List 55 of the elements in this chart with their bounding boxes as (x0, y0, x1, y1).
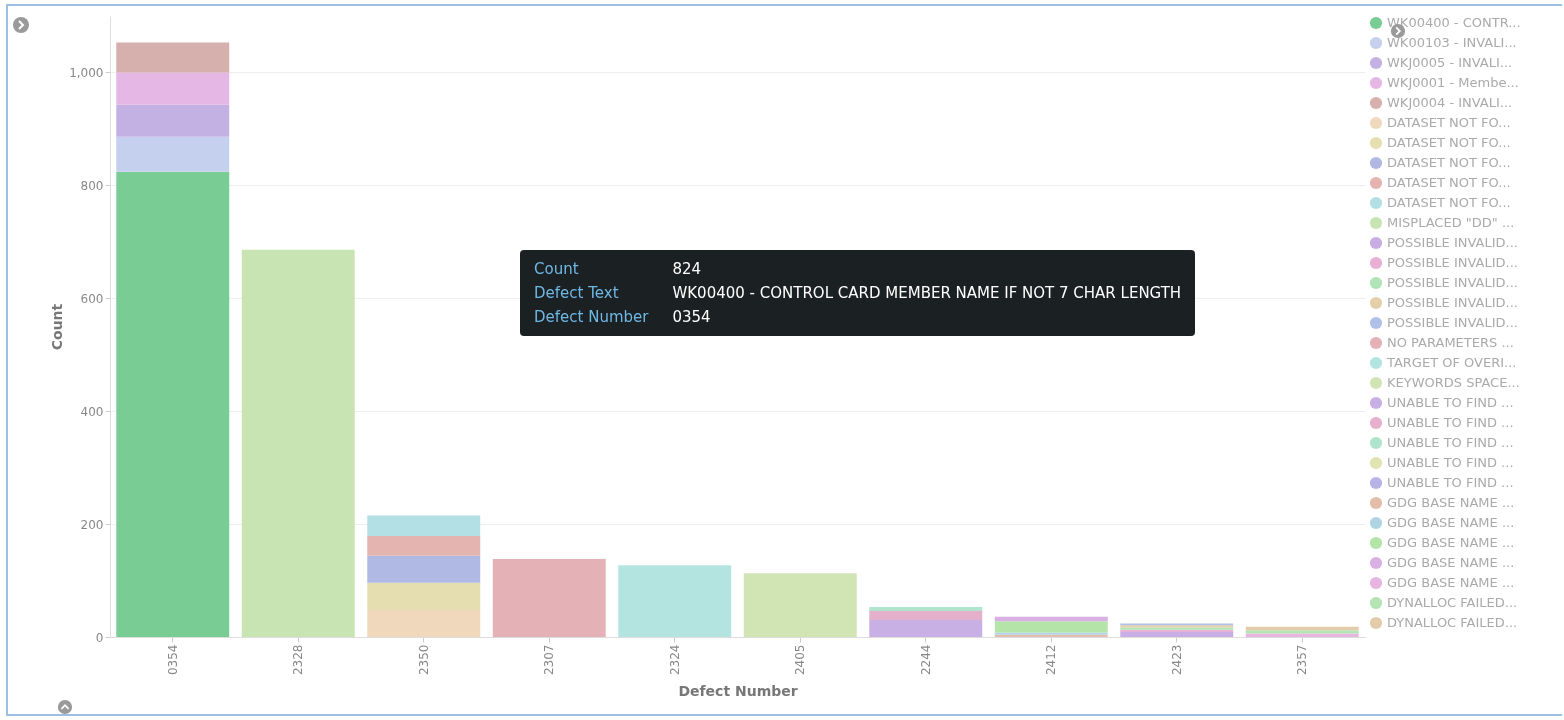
annotation: 824 (672, 260, 703, 278)
y-tick-label: 600 (80, 291, 104, 306)
legend-label: DYNALLOC FAILED... (1387, 615, 1518, 630)
annotation: WK00400 - CONTROL CARD MEMBER NAME IF NOT 7 CHAR LENGTH (672, 284, 1182, 302)
legend-label: GDG BASE NAME ... (1387, 515, 1515, 530)
legend-label: GDG BASE NAME ... (1387, 535, 1515, 550)
legend-label: UNABLE TO FIND ... (1387, 395, 1514, 410)
legend-label: POSSIBLE INVALID... (1387, 315, 1518, 330)
x-tick-label: 2328 (291, 644, 306, 676)
legend-label: DATASET NOT FO... (1387, 135, 1511, 150)
legend-label: NO PARAMETERS ... (1387, 335, 1514, 350)
x-tick-label: 2324 (667, 644, 682, 676)
x-tick-label: 2244 (918, 644, 933, 676)
x-tick-label: 2423 (1169, 644, 1184, 676)
legend-label: UNABLE TO FIND ... (1387, 435, 1514, 450)
annotation: Count (534, 260, 580, 278)
x-tick-label: 2307 (542, 644, 557, 676)
legend-label: WKJ0004 - INVALI... (1387, 95, 1513, 110)
legend-label: WK00400 - CONTR... (1387, 15, 1521, 30)
legend-label: POSSIBLE INVALID... (1387, 255, 1518, 270)
legend-label: POSSIBLE INVALID... (1387, 235, 1518, 250)
annotation: Defect Number (534, 308, 649, 326)
legend-label: GDG BASE NAME ... (1387, 555, 1515, 570)
x-tick-label: 0354 (165, 644, 180, 676)
legend-label: WKJ0005 - INVALI... (1387, 55, 1513, 70)
y-tick-label: 400 (80, 404, 104, 419)
annotation: Defect Text (534, 284, 620, 302)
legend-label: WKJ0001 - Membe... (1387, 75, 1519, 90)
y-tick-label: 1,000 (69, 65, 104, 80)
legend-label: DYNALLOC FAILED... (1387, 595, 1518, 610)
legend-label: DATASET NOT FO... (1387, 155, 1511, 170)
legend-label: GDG BASE NAME ... (1387, 495, 1515, 510)
legend-label: UNABLE TO FIND ... (1387, 455, 1514, 470)
legend-label: DATASET NOT FO... (1387, 175, 1511, 190)
legend-label: POSSIBLE INVALID... (1387, 295, 1518, 310)
x-tick-label: 2412 (1044, 644, 1059, 676)
x-axis-title: Defect Number (678, 683, 798, 700)
legend-label: TARGET OF OVERI... (1386, 355, 1517, 370)
legend-label: UNABLE TO FIND ... (1387, 475, 1514, 490)
annotation: 0354 (672, 308, 712, 326)
y-tick-label: 0 (95, 630, 104, 645)
y-tick-label: 200 (80, 517, 104, 532)
y-tick-label: 800 (80, 178, 104, 193)
legend-label: KEYWORDS SPACE... (1387, 375, 1520, 390)
x-tick-label: 2350 (416, 644, 431, 676)
legend-label: POSSIBLE INVALID... (1387, 275, 1518, 290)
legend-label: UNABLE TO FIND ... (1387, 415, 1514, 430)
y-axis-title: Count (49, 303, 66, 351)
legend-label: WK00103 - INVALI... (1387, 35, 1517, 50)
x-tick-label: 2357 (1295, 644, 1310, 676)
legend-label: GDG BASE NAME ... (1387, 575, 1515, 590)
legend-label: DATASET NOT FO... (1387, 195, 1511, 210)
legend-label: MISPLACED "DD" ... (1387, 215, 1515, 230)
x-tick-label: 2405 (793, 644, 808, 676)
legend-label: DATASET NOT FO... (1387, 115, 1511, 130)
